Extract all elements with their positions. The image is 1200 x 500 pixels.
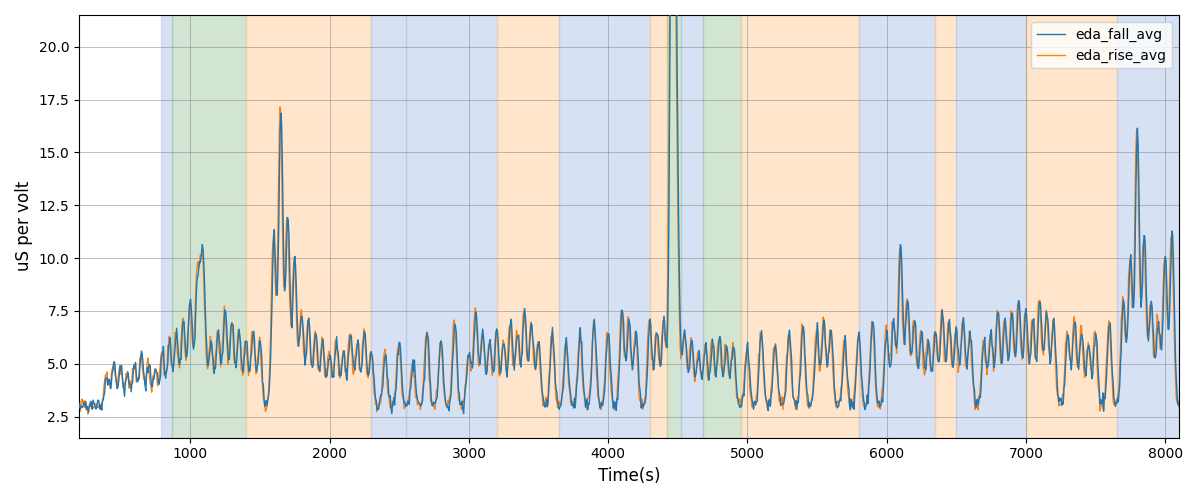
Bar bbox=[559, 15, 650, 438]
eda_rise_avg bbox=[562, 385, 576, 391]
Bar bbox=[372, 15, 407, 438]
eda_fall_avg bbox=[72, 400, 86, 406]
Bar bbox=[956, 15, 1026, 438]
Bar bbox=[497, 15, 559, 438]
eda_rise_avg bbox=[700, 351, 714, 357]
Legend: eda_fall_avg, eda_rise_avg: eda_fall_avg, eda_rise_avg bbox=[1031, 22, 1172, 68]
Bar bbox=[667, 15, 680, 438]
Bar bbox=[703, 15, 740, 438]
Line: eda_fall_avg: eda_fall_avg bbox=[79, 0, 1180, 414]
Bar bbox=[936, 15, 956, 438]
eda_rise_avg bbox=[203, 344, 217, 349]
Bar bbox=[740, 15, 859, 438]
eda_fall_avg bbox=[202, 358, 216, 364]
Y-axis label: uS per volt: uS per volt bbox=[14, 181, 32, 272]
Line: eda_rise_avg: eda_rise_avg bbox=[79, 0, 1180, 414]
Bar bbox=[173, 15, 246, 438]
eda_rise_avg bbox=[72, 398, 86, 404]
eda_rise_avg bbox=[582, 392, 596, 398]
eda_fall_avg bbox=[1172, 403, 1187, 409]
Bar bbox=[161, 15, 173, 438]
eda_fall_avg bbox=[562, 379, 576, 385]
Bar bbox=[1026, 15, 1116, 438]
eda_fall_avg bbox=[456, 410, 470, 416]
eda_rise_avg bbox=[539, 400, 553, 406]
eda_rise_avg bbox=[80, 411, 95, 417]
eda_fall_avg bbox=[700, 346, 714, 352]
eda_rise_avg bbox=[157, 368, 172, 374]
Bar bbox=[859, 15, 936, 438]
Bar bbox=[407, 15, 497, 438]
Bar bbox=[680, 15, 703, 438]
eda_fall_avg bbox=[582, 401, 596, 407]
Bar bbox=[246, 15, 372, 438]
Bar bbox=[650, 15, 667, 438]
eda_fall_avg bbox=[539, 397, 553, 403]
eda_rise_avg bbox=[1172, 405, 1187, 411]
Bar bbox=[1116, 15, 1180, 438]
eda_fall_avg bbox=[157, 360, 172, 366]
X-axis label: Time(s): Time(s) bbox=[598, 467, 660, 485]
